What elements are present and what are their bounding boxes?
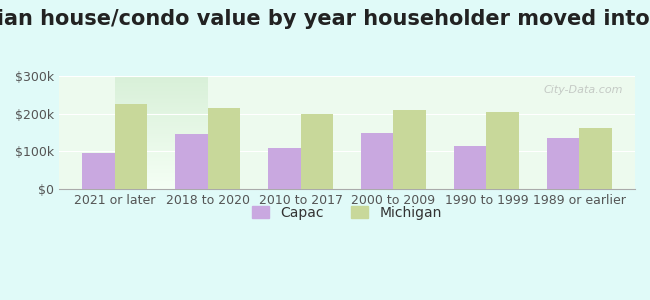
Bar bbox=[393, 110, 426, 189]
Bar bbox=[486, 112, 519, 189]
Text: Median house/condo value by year householder moved into unit: Median house/condo value by year househo… bbox=[0, 9, 650, 29]
Bar bbox=[361, 133, 393, 189]
Legend: Capac, Michigan: Capac, Michigan bbox=[247, 200, 447, 225]
Bar bbox=[82, 153, 115, 189]
Bar bbox=[300, 114, 333, 189]
Bar bbox=[579, 128, 612, 189]
Bar bbox=[454, 146, 486, 189]
Bar bbox=[547, 138, 579, 189]
Bar bbox=[268, 148, 300, 189]
Text: City-Data.com: City-Data.com bbox=[544, 85, 623, 95]
Bar bbox=[115, 104, 148, 189]
Bar bbox=[175, 134, 207, 189]
Bar bbox=[207, 108, 240, 189]
